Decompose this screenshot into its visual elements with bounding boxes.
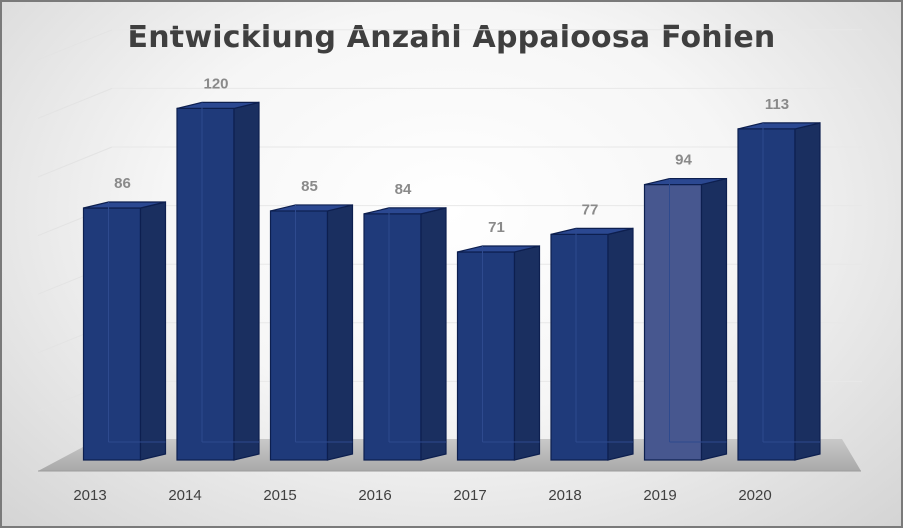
data-label: 113 [765, 96, 789, 113]
bar-side-face [139, 201, 167, 461]
x-tick-label: 2018 [548, 487, 581, 504]
x-tick-label: 2020 [738, 487, 771, 504]
data-label: 86 [114, 175, 131, 192]
x-tick-label: 2014 [168, 487, 201, 504]
bar [363, 207, 447, 461]
bar-side-face [794, 122, 821, 461]
bar-side-face [233, 101, 260, 461]
bar-front-face [643, 183, 703, 461]
bar-side-face [326, 204, 354, 461]
bar [269, 204, 354, 461]
bar-top-face [644, 177, 727, 186]
x-tick-label: 2016 [358, 487, 391, 504]
bar [456, 245, 541, 461]
bar [176, 101, 260, 461]
bar-top-face [457, 245, 540, 253]
bar-top-face [550, 227, 634, 235]
bar-top-face [176, 101, 260, 110]
data-label: 85 [301, 178, 318, 195]
x-tick-label: 2015 [263, 487, 296, 504]
bar-front-face [550, 233, 609, 461]
data-label: 84 [395, 181, 412, 198]
x-tick-label: 2019 [643, 487, 676, 504]
bar-side-face [607, 227, 634, 461]
bar [550, 227, 634, 461]
chart-title: Entwicklung Anzahl Appaloosa Fohlen [127, 20, 776, 55]
gridline-side [37, 87, 113, 119]
bar-top-face [737, 122, 821, 130]
bar-front-face [176, 107, 235, 461]
bar-front-face [456, 251, 516, 461]
bar-front-face [82, 207, 142, 461]
bar-top-face [363, 207, 447, 215]
gridline-side [37, 29, 113, 61]
gridline-side [37, 146, 113, 178]
x-tick-label: 2017 [453, 487, 486, 504]
bar-front-face [269, 210, 329, 461]
bar [82, 201, 167, 461]
bar-side-face [420, 207, 447, 461]
data-label: 94 [675, 152, 692, 169]
bar-top-face [270, 204, 353, 212]
bar [643, 177, 728, 461]
data-label: 71 [488, 219, 505, 236]
data-label: 120 [203, 75, 228, 92]
bar-side-face [513, 245, 541, 461]
bar-front-face [363, 213, 422, 461]
bar-front-face [737, 128, 796, 461]
bar-top-face [83, 201, 166, 209]
bar-side-face [700, 177, 728, 461]
bar [737, 122, 821, 461]
data-label: 77 [582, 201, 599, 218]
x-tick-label: 2013 [73, 487, 106, 504]
